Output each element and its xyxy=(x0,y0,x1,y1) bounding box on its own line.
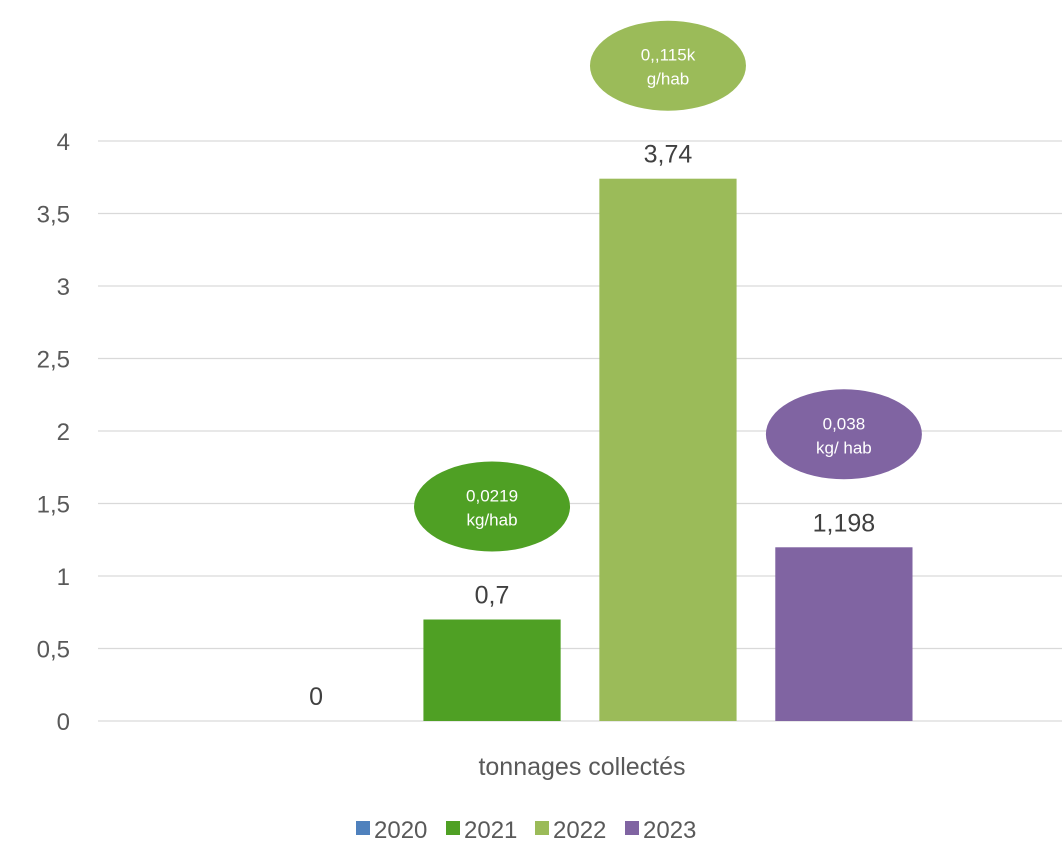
legend-swatch xyxy=(625,821,639,835)
y-tick-label: 3,5 xyxy=(37,202,70,229)
data-labels: 0 0,7 3,74 1,198 xyxy=(309,141,875,711)
bubble-2021: 0,0219 kg/hab xyxy=(414,461,571,552)
y-axis-tick-labels: 0 0,5 1 1,5 2 2,5 3 3,5 4 xyxy=(37,129,70,736)
legend: 2020 2021 2022 2023 xyxy=(356,817,696,844)
bubble-2023: 0,038 kg/ hab xyxy=(765,389,922,480)
gridlines xyxy=(98,140,1062,722)
bubble-shape xyxy=(765,389,922,480)
legend-label: 2022 xyxy=(553,817,606,844)
legend-label: 2020 xyxy=(374,817,427,844)
callout-bubbles: 0,0219 kg/hab 0,,115k g/hab 0,038 kg/ hab xyxy=(414,20,922,552)
bar-2022 xyxy=(599,178,737,721)
y-tick-label: 0 xyxy=(57,709,70,736)
x-category-label: tonnages collectés xyxy=(478,753,685,781)
y-tick-label: 2,5 xyxy=(37,347,70,374)
data-label-2021: 0,7 xyxy=(475,582,510,610)
bubble-text: 0,0219 xyxy=(466,487,518,506)
bar-2021 xyxy=(423,619,561,721)
bubble-shape xyxy=(414,461,571,552)
bubble-text: g/hab xyxy=(647,70,690,89)
y-tick-label: 0,5 xyxy=(37,637,70,664)
bubble-2022: 0,,115k g/hab xyxy=(589,20,746,111)
y-tick-label: 2 xyxy=(57,419,70,446)
data-label-2023: 1,198 xyxy=(813,509,876,537)
legend-item-2020: 2020 xyxy=(356,817,427,844)
legend-label: 2021 xyxy=(464,817,517,844)
bars xyxy=(423,178,913,721)
legend-label: 2023 xyxy=(643,817,696,844)
bar-2023 xyxy=(775,547,913,721)
y-tick-label: 4 xyxy=(57,129,70,156)
y-tick-label: 1,5 xyxy=(37,492,70,519)
legend-item-2023: 2023 xyxy=(625,817,696,844)
y-tick-label: 3 xyxy=(57,274,70,301)
legend-item-2022: 2022 xyxy=(535,817,606,844)
y-tick-label: 1 xyxy=(57,564,70,591)
legend-swatch xyxy=(446,821,460,835)
legend-swatch xyxy=(535,821,549,835)
bubble-text: kg/hab xyxy=(467,511,518,530)
bubble-text: 0,038 xyxy=(823,414,866,433)
data-label-2022: 3,74 xyxy=(644,141,693,169)
data-label-2020: 0 xyxy=(309,683,323,711)
bubble-shape xyxy=(589,20,746,111)
legend-swatch xyxy=(356,821,370,835)
bubble-text: kg/ hab xyxy=(816,438,872,457)
legend-item-2021: 2021 xyxy=(446,817,517,844)
bubble-text: 0,,115k xyxy=(641,46,696,65)
